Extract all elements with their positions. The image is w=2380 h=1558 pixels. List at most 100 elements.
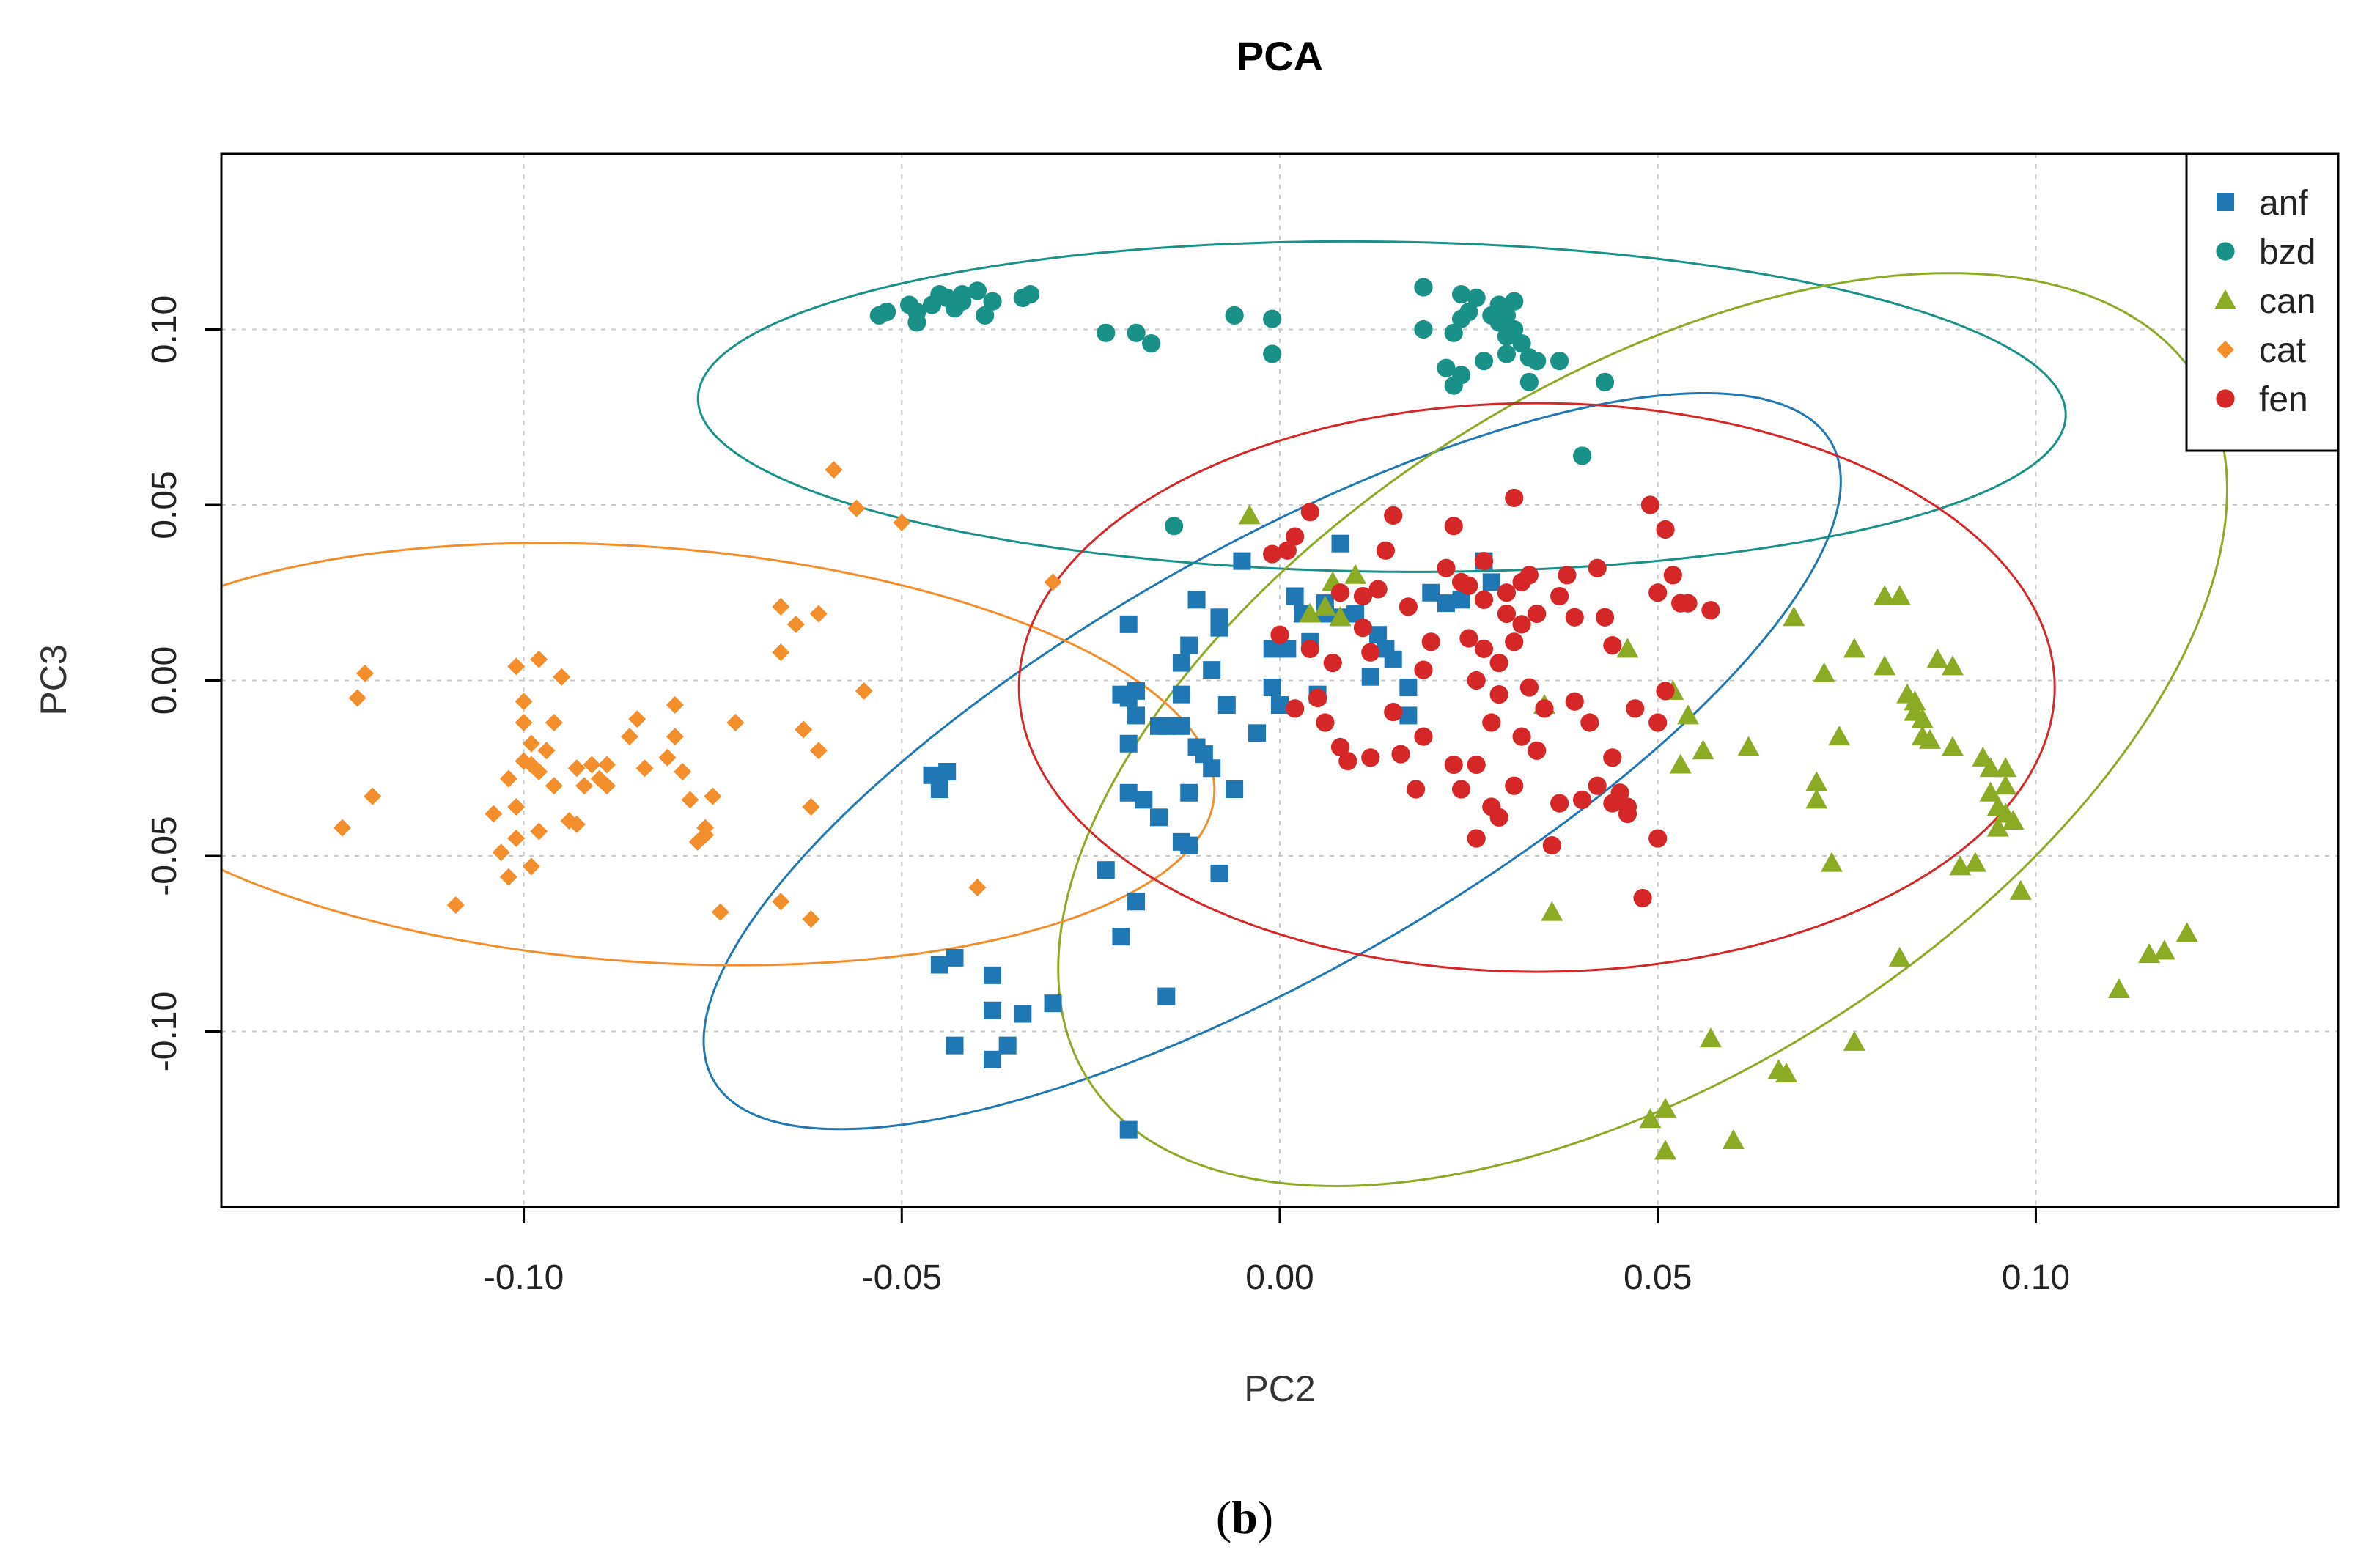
can-point xyxy=(1344,564,1367,584)
can-point xyxy=(2009,879,2032,900)
bzd-point xyxy=(1497,306,1517,325)
cat-point xyxy=(772,893,790,911)
fen-point xyxy=(1384,506,1403,525)
can-point xyxy=(1699,1027,1722,1048)
anf-point xyxy=(1097,861,1115,879)
anf-point xyxy=(1112,685,1130,704)
anf-point xyxy=(1149,808,1168,827)
can-point xyxy=(1676,704,1699,725)
fen-point xyxy=(1451,780,1471,799)
can-point xyxy=(1639,1108,1662,1129)
anf-point xyxy=(1119,1120,1138,1139)
fen-point xyxy=(1595,608,1615,627)
fen-point xyxy=(1663,566,1682,585)
can-point xyxy=(1238,504,1261,525)
bzd-point xyxy=(1497,344,1517,363)
anf-point xyxy=(1135,791,1153,809)
cat-point xyxy=(968,879,987,897)
can-point xyxy=(1737,736,1760,756)
anf-point xyxy=(1044,994,1062,1013)
cat-point xyxy=(635,759,654,778)
can-point xyxy=(1828,726,1851,746)
fen-point xyxy=(1444,517,1463,536)
fen-point xyxy=(1512,727,1531,746)
bzd-point xyxy=(1127,323,1146,342)
fen-point xyxy=(1361,643,1380,662)
bzd-point xyxy=(1021,285,1040,304)
can-point xyxy=(1314,595,1336,616)
cat-point xyxy=(575,777,594,795)
fen-point xyxy=(1610,783,1629,802)
can-point xyxy=(1669,753,1692,774)
bzd-ellipse xyxy=(696,240,2067,573)
bzd-point xyxy=(1225,306,1244,325)
cat-point xyxy=(515,693,533,711)
can-ellipse xyxy=(1057,272,2229,1188)
legend-marker-can xyxy=(2214,289,2236,309)
fen-point xyxy=(1512,615,1531,634)
can-point xyxy=(1874,655,1896,676)
cat-point xyxy=(499,868,517,886)
legend-box xyxy=(2185,152,2340,452)
cat-point xyxy=(855,682,873,700)
can-point xyxy=(1911,708,1934,728)
data-points xyxy=(334,278,2198,1160)
can-point xyxy=(1994,757,2017,778)
fen-point xyxy=(1444,755,1463,775)
can-point xyxy=(1979,757,2002,778)
bzd-point xyxy=(1505,320,1524,339)
fen-point xyxy=(1648,583,1668,602)
bzd-point xyxy=(1512,334,1531,353)
fen-point xyxy=(1330,737,1350,757)
cat-point xyxy=(666,728,684,746)
chart-title: PCA xyxy=(1237,33,1323,79)
fen-point xyxy=(1648,829,1668,848)
fen-point xyxy=(1300,502,1319,522)
cat-point xyxy=(364,787,382,805)
can-point xyxy=(1692,739,1714,760)
cat-point xyxy=(772,597,790,616)
bzd-point xyxy=(877,302,896,322)
anf-point xyxy=(1482,573,1500,591)
fen-point xyxy=(1459,576,1478,595)
x-tick-label: 0.10 xyxy=(2002,1258,2070,1297)
anf-point xyxy=(930,780,948,798)
anf-point xyxy=(930,956,948,974)
x-axis-label: PC2 xyxy=(1244,1368,1315,1409)
anf-point xyxy=(1180,636,1198,654)
cat-point xyxy=(522,734,540,753)
can-point xyxy=(1904,690,1926,711)
fen-point xyxy=(1656,682,1675,701)
anf-point xyxy=(1203,759,1221,778)
anf-point xyxy=(1157,717,1176,735)
bzd-point xyxy=(1474,352,1494,371)
fen-point xyxy=(1489,808,1508,827)
can-point xyxy=(2175,922,2198,942)
can-point xyxy=(1299,602,1322,623)
cat-point xyxy=(772,643,790,662)
bzd-point xyxy=(953,285,972,304)
can-point xyxy=(1541,901,1563,921)
fen-point xyxy=(1701,601,1720,620)
y-tick-label: -0.10 xyxy=(145,992,184,1071)
caption-close: ) xyxy=(1258,1491,1273,1543)
fen-point xyxy=(1588,776,1607,795)
anf-point xyxy=(1233,552,1251,570)
cat-point xyxy=(485,805,503,823)
fen-point xyxy=(1656,520,1675,539)
anf-point xyxy=(984,966,1002,984)
bzd-point xyxy=(1444,376,1463,395)
cat-point xyxy=(1044,573,1062,591)
anf-point xyxy=(1127,682,1146,700)
fen-point xyxy=(1633,888,1652,908)
fen-point xyxy=(1542,836,1561,855)
bzd-point xyxy=(1142,334,1161,353)
y-tick-label: -0.05 xyxy=(145,816,184,896)
anf-point xyxy=(1112,928,1130,946)
cat-point xyxy=(355,664,374,682)
can-point xyxy=(1775,1062,1798,1082)
fen-point xyxy=(1368,580,1388,599)
anf-point xyxy=(1331,534,1349,553)
anf-point xyxy=(1399,679,1418,697)
fen-point xyxy=(1353,586,1373,606)
